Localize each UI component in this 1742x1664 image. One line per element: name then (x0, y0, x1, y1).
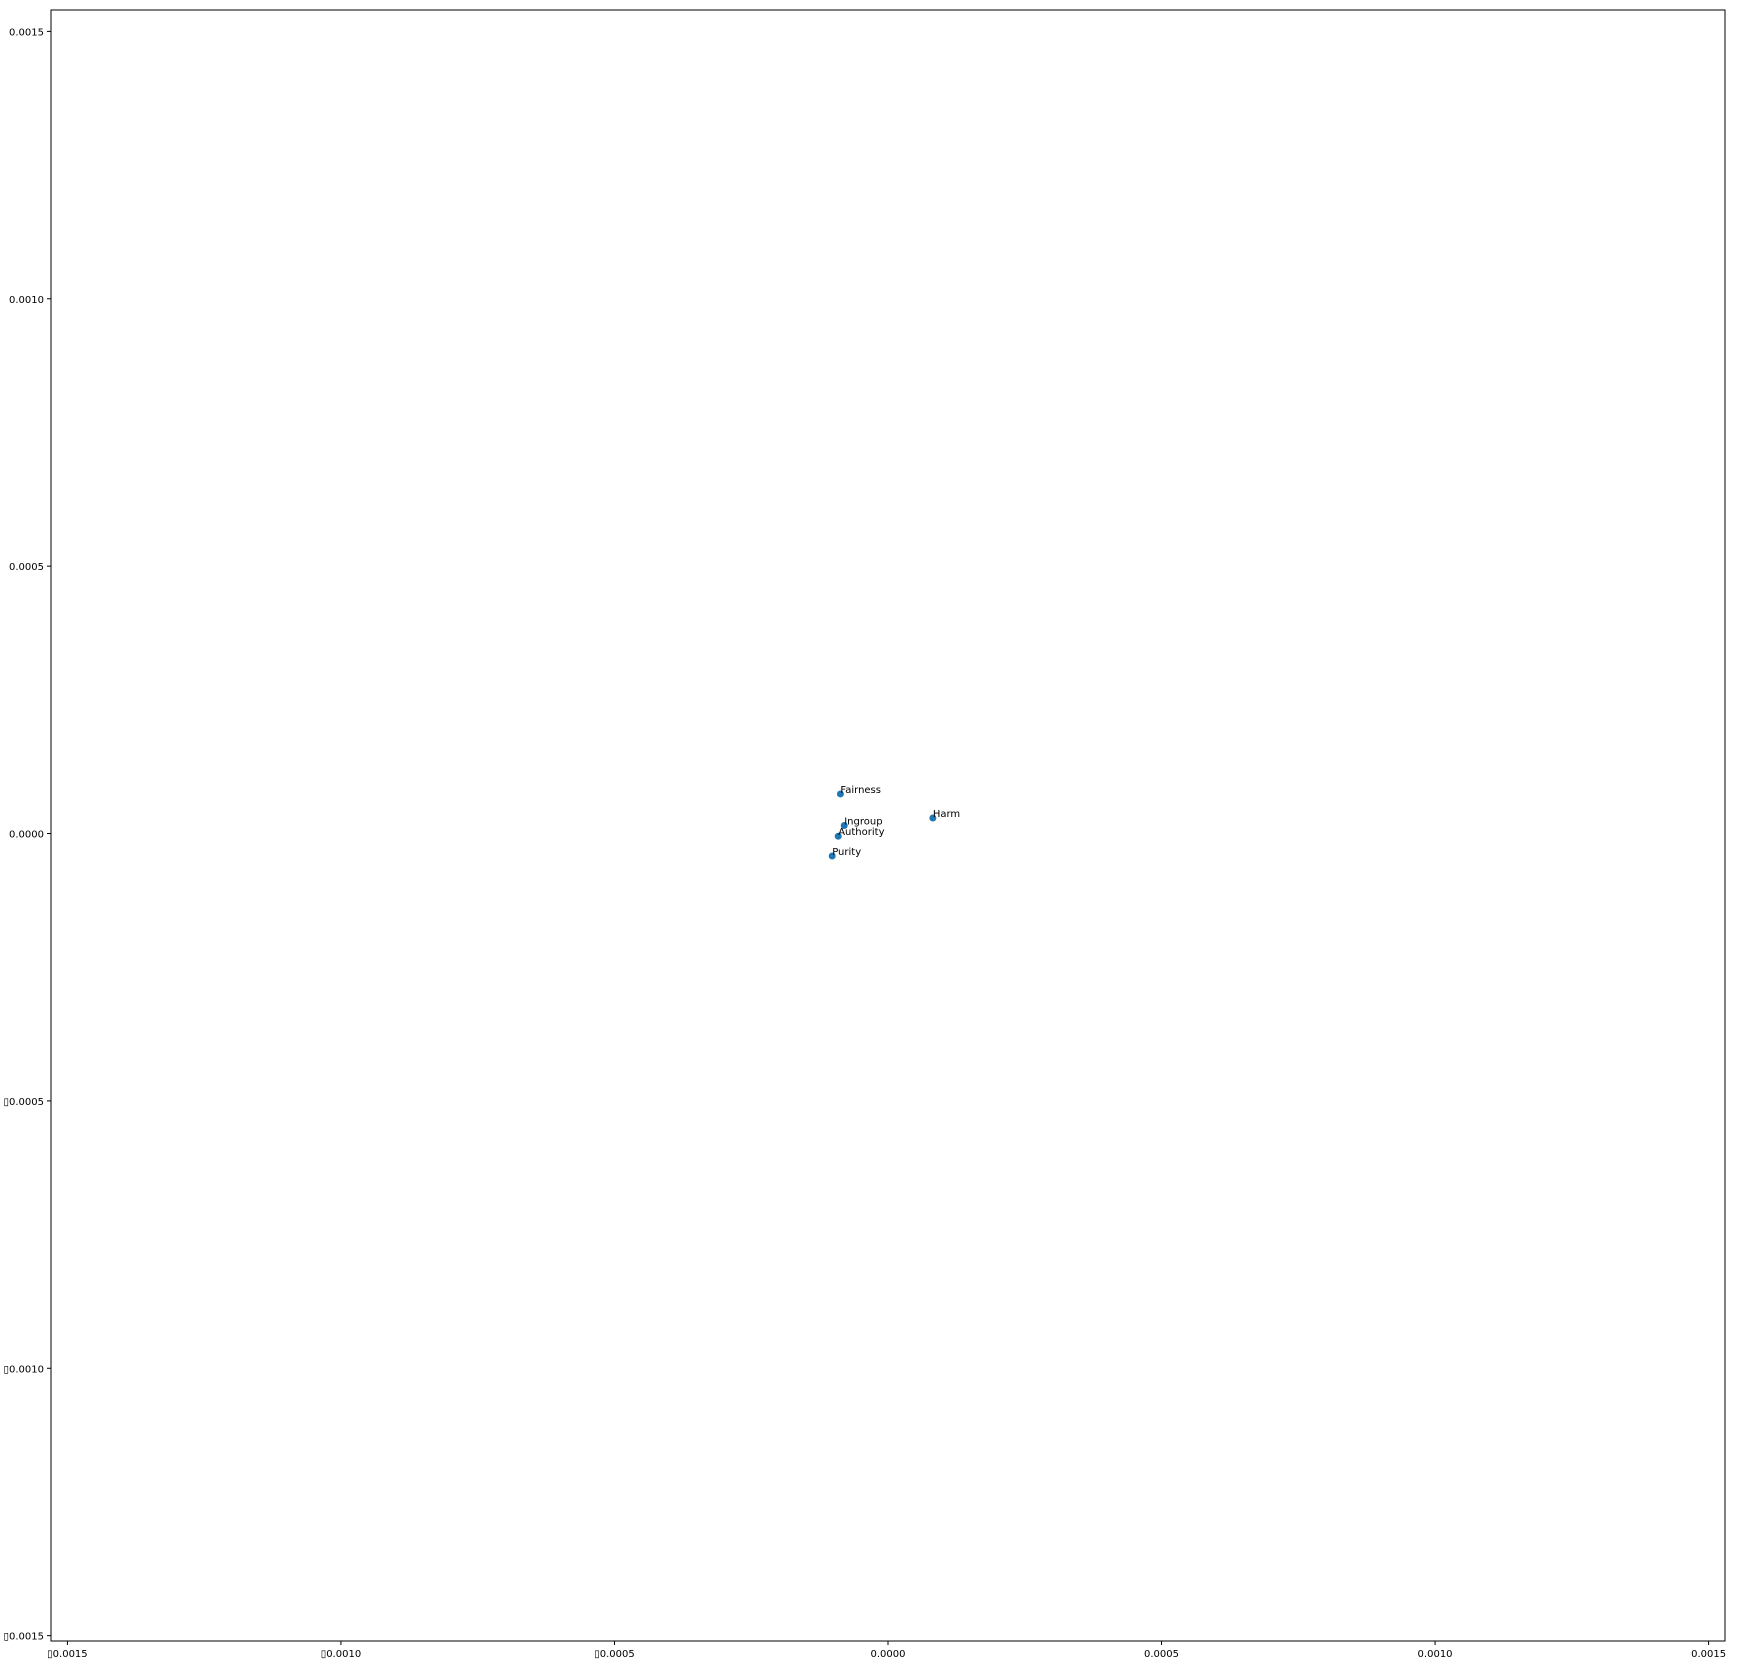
y-tick-label: ▯0.0010 (4, 1364, 45, 1375)
data-point-label: Fairness (840, 785, 881, 796)
y-tick-label: 0.0005 (9, 562, 44, 573)
x-tick-label: ▯0.0010 (321, 1649, 362, 1660)
y-tick-label: ▯0.0015 (4, 1632, 45, 1643)
y-tick-label: 0.0010 (9, 295, 44, 306)
data-point-label: Purity (832, 847, 861, 858)
data-point-label: Ingroup (844, 817, 882, 828)
y-tick-label: ▯0.0005 (4, 1097, 45, 1108)
x-tick-label: 0.0005 (1144, 1649, 1179, 1660)
x-tick-label: 0.0010 (1418, 1649, 1453, 1660)
x-tick-label: ▯0.0005 (594, 1649, 635, 1660)
data-point-label: Harm (933, 809, 960, 820)
plot-area (51, 10, 1725, 1641)
x-tick-label: ▯0.0015 (47, 1649, 88, 1660)
x-tick-label: 0.0000 (871, 1649, 906, 1660)
x-axis: ▯0.0015 ▯0.0010 ▯0.0005 0.0000 0.0005 0.0010 0… (47, 1641, 1726, 1660)
x-tick-label: 0.0015 (1691, 1649, 1726, 1660)
y-tick-label: 0.0015 (9, 27, 44, 38)
y-axis: 0.0015 0.0010 0.0005 0.0000 ▯0.0005 ▯0.0010 ▯0… (4, 27, 52, 1642)
data-point-label: Authority (838, 827, 884, 838)
y-tick-label: 0.0000 (9, 830, 44, 841)
